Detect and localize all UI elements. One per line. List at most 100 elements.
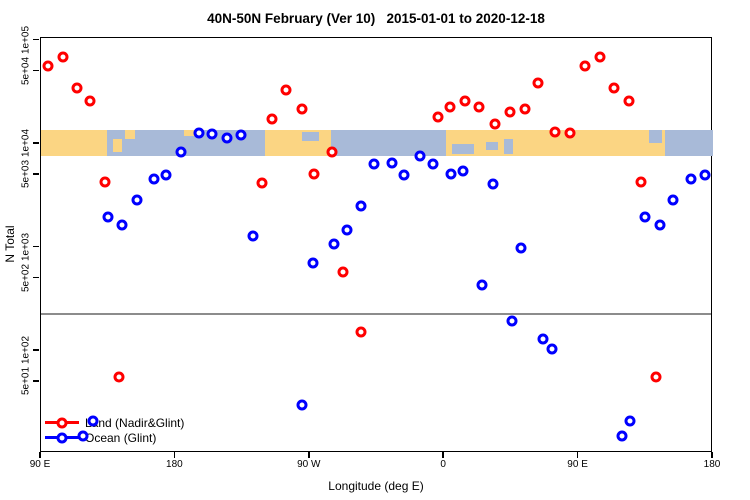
- data-point-ocean: [654, 219, 666, 231]
- data-point-ocean: [235, 129, 247, 141]
- y-axis-tick: [33, 245, 39, 248]
- data-point-ocean: [639, 211, 651, 223]
- data-point-ocean: [667, 194, 679, 206]
- data-point-ocean: [131, 194, 143, 206]
- data-point-land: [337, 266, 349, 278]
- land-legend-marker-icon: [56, 417, 68, 428]
- data-point-land: [308, 168, 320, 180]
- plot-area: Land (Nadir&Glint) Ocean (Glint): [40, 37, 713, 452]
- map-band-land-patch: [112, 138, 122, 152]
- y-axis-tick: [33, 38, 39, 41]
- data-point-land: [594, 51, 605, 63]
- y-axis-tick: [33, 69, 39, 72]
- data-point-ocean: [221, 132, 233, 144]
- x-axis-tick-label: 0: [440, 459, 446, 470]
- data-point-ocean: [414, 150, 426, 162]
- data-point-land: [564, 127, 576, 139]
- data-point-land: [280, 84, 292, 96]
- y-axis-tick: [33, 349, 39, 351]
- data-point-ocean: [193, 127, 205, 139]
- data-point-ocean: [296, 399, 308, 411]
- y-axis-tick-label: 1e+05: [20, 25, 32, 54]
- map-band-ocean-patch: [451, 144, 475, 154]
- data-point-ocean: [160, 169, 172, 181]
- data-point-ocean: [206, 128, 218, 140]
- map-band-ocean-patch: [302, 132, 319, 141]
- data-point-ocean: [175, 146, 187, 158]
- data-point-ocean: [77, 430, 89, 442]
- data-point-land: [650, 371, 662, 383]
- map-band-ocean-patch: [648, 129, 663, 143]
- data-point-ocean: [537, 333, 549, 345]
- data-point-land: [71, 82, 83, 94]
- data-point-land: [113, 371, 125, 383]
- map-band-land-patch: [124, 129, 136, 139]
- legend-row-ocean: Ocean (Glint): [45, 430, 184, 445]
- x-axis-tick-label: 90 W: [297, 459, 321, 470]
- x-axis-tick: [711, 452, 713, 458]
- y-axis-tick-label: 1e+04: [20, 128, 32, 158]
- data-point-land: [84, 95, 96, 107]
- data-point-land: [42, 60, 54, 72]
- ocean-legend-line: [45, 432, 79, 443]
- data-point-ocean: [699, 169, 711, 181]
- data-point-land: [444, 101, 456, 113]
- data-point-land: [532, 77, 544, 89]
- data-point-ocean: [398, 169, 410, 181]
- data-point-ocean: [116, 219, 128, 231]
- data-point-ocean: [457, 165, 469, 177]
- data-point-ocean: [368, 158, 380, 170]
- data-point-land: [473, 101, 485, 113]
- data-point-ocean: [616, 430, 628, 442]
- y-axis-tick: [33, 142, 39, 144]
- data-point-land: [432, 111, 444, 123]
- data-point-ocean: [355, 200, 367, 212]
- x-axis-tick: [39, 452, 41, 458]
- legend-label-ocean: Ocean (Glint): [85, 430, 157, 445]
- data-point-land: [459, 95, 471, 107]
- x-axis-title: Longitude (deg E): [328, 479, 424, 493]
- data-point-ocean: [476, 279, 488, 291]
- data-point-ocean: [487, 178, 499, 190]
- data-point-land: [608, 82, 620, 94]
- data-point-land: [296, 103, 308, 115]
- chart-title: 40N-50N February (Ver 10) 2015-01-01 to …: [207, 11, 545, 26]
- ocean-legend-marker-icon: [56, 432, 68, 443]
- map-band-ocean-patch: [503, 138, 513, 155]
- land-legend-line: [45, 417, 79, 428]
- data-point-ocean: [87, 415, 99, 427]
- y-axis-tick-label: 5e+04: [20, 56, 32, 85]
- y-axis-tick: [33, 276, 39, 279]
- data-point-land: [504, 106, 516, 118]
- y-axis-tick-label: 5e+02: [20, 263, 32, 292]
- data-point-land: [489, 118, 501, 130]
- data-point-ocean: [624, 415, 636, 427]
- y-axis-tick-label: 1e+03: [20, 232, 32, 261]
- data-point-ocean: [328, 238, 340, 250]
- data-point-land: [256, 177, 268, 189]
- data-point-ocean: [685, 173, 697, 185]
- data-point-land: [623, 95, 635, 107]
- map-band-ocean-segment: [665, 129, 713, 156]
- data-point-land: [99, 176, 111, 188]
- data-point-ocean: [247, 230, 259, 242]
- data-point-ocean: [427, 158, 439, 170]
- y-axis-title: N Total: [3, 225, 17, 263]
- data-point-land: [266, 113, 278, 125]
- x-axis-tick: [576, 452, 579, 458]
- data-point-ocean: [546, 343, 558, 355]
- data-points-layer: [41, 38, 711, 451]
- data-point-ocean: [386, 157, 398, 169]
- x-axis-tick-label: 90 E: [29, 459, 51, 470]
- data-point-ocean: [341, 224, 353, 236]
- y-axis-tick: [33, 173, 39, 175]
- map-band-ocean-segment: [330, 129, 446, 156]
- data-point-land: [549, 126, 561, 138]
- y-axis-tick-label: 5e+01: [20, 367, 32, 396]
- data-point-land: [635, 176, 647, 188]
- data-point-ocean: [515, 242, 527, 254]
- data-point-land: [326, 146, 338, 158]
- x-axis-tick-label: 180: [703, 459, 721, 470]
- legend: Land (Nadir&Glint) Ocean (Glint): [45, 415, 184, 445]
